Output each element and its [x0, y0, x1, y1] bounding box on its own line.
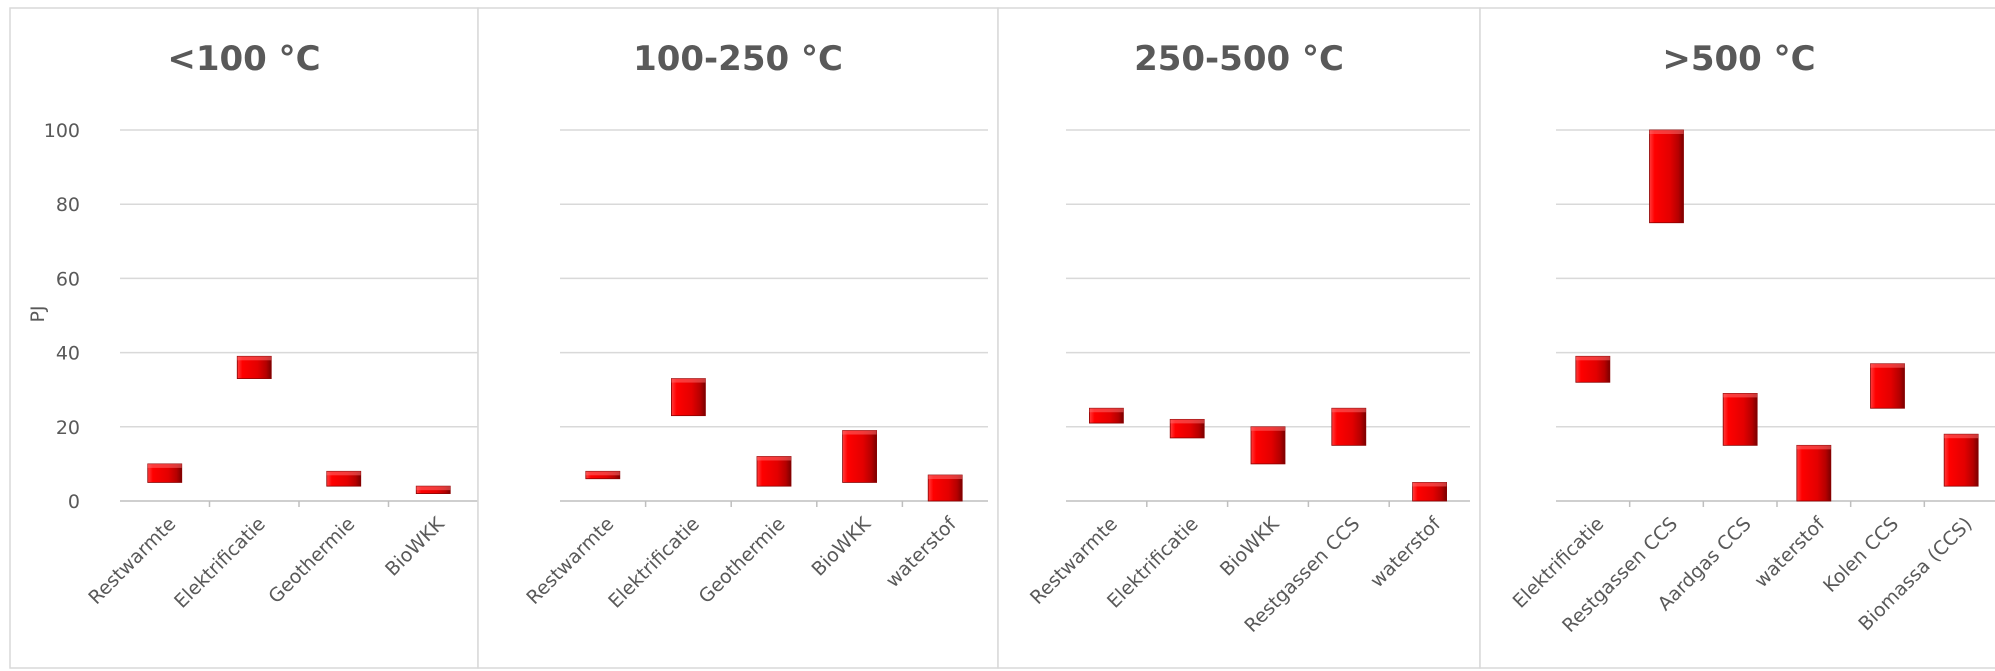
bar-bevel-top	[1089, 408, 1124, 413]
panel-frame	[997, 7, 1481, 669]
bar-waterstof	[1796, 444, 1832, 502]
panel-title: 100-250 °C	[633, 39, 843, 79]
bar-bevel-top	[416, 486, 451, 491]
bar-elektrificatie	[671, 378, 706, 417]
bar-kolen-ccs	[1870, 363, 1905, 409]
bar-biowkk	[1250, 426, 1286, 465]
panel-title: <100 °C	[167, 39, 320, 79]
bar-aardgas-ccs	[1722, 393, 1758, 446]
bar-geothermie	[756, 456, 792, 487]
bar-bevel-top	[1649, 130, 1684, 134]
bar-bevel-top	[585, 471, 620, 476]
panel-title: >500 °C	[1662, 39, 1815, 79]
bar-restgassen-ccs	[1649, 129, 1684, 224]
bar-biowkk	[842, 430, 877, 483]
bar-bevel-top	[147, 463, 182, 468]
y-tick-label: 100	[44, 120, 80, 142]
bar-bevel-top	[1944, 434, 1979, 439]
bar-bevel-top	[1870, 363, 1905, 368]
bar-bevel-top	[1723, 393, 1758, 398]
panel-title: 250-500 °C	[1134, 39, 1344, 79]
bar-bevel-top	[928, 475, 963, 480]
bar-bevel-top	[1251, 426, 1285, 431]
bar-biomassa-ccs	[1943, 433, 1979, 487]
panel-frame	[9, 7, 479, 669]
y-axis-title: PJ	[27, 305, 49, 322]
panels-layer: <100 °C020406080100RestwarmteElektrifica…	[9, 7, 1995, 669]
bar-restgassen-ccs	[1331, 407, 1367, 446]
panel-2: 100-250 °CRestwarmteElektrificatieGeothe…	[477, 7, 999, 669]
y-tick-label: 40	[56, 343, 80, 365]
bar-bevel-top	[1575, 356, 1610, 361]
bar-bevel-top	[326, 471, 361, 476]
y-tick-label: 0	[68, 491, 80, 513]
bar-waterstof	[927, 474, 963, 502]
bar-bevel-top	[842, 430, 877, 435]
bar-bevel-top	[237, 356, 272, 361]
y-tick-label: 60	[56, 268, 80, 290]
y-tick-label: 20	[56, 417, 80, 439]
y-tick-label: 80	[56, 194, 80, 216]
bar-bevel-top	[757, 456, 791, 461]
bar-bevel-top	[1412, 482, 1447, 487]
panel-1: <100 °C020406080100RestwarmteElektrifica…	[9, 7, 479, 669]
panel-frame	[1479, 7, 1995, 669]
bar-bevel-top	[671, 378, 706, 383]
bar-bevel-top	[1796, 445, 1831, 450]
bar-bevel-top	[1331, 408, 1366, 413]
bar-bevel-top	[1170, 419, 1205, 424]
panel-frame	[477, 7, 999, 669]
